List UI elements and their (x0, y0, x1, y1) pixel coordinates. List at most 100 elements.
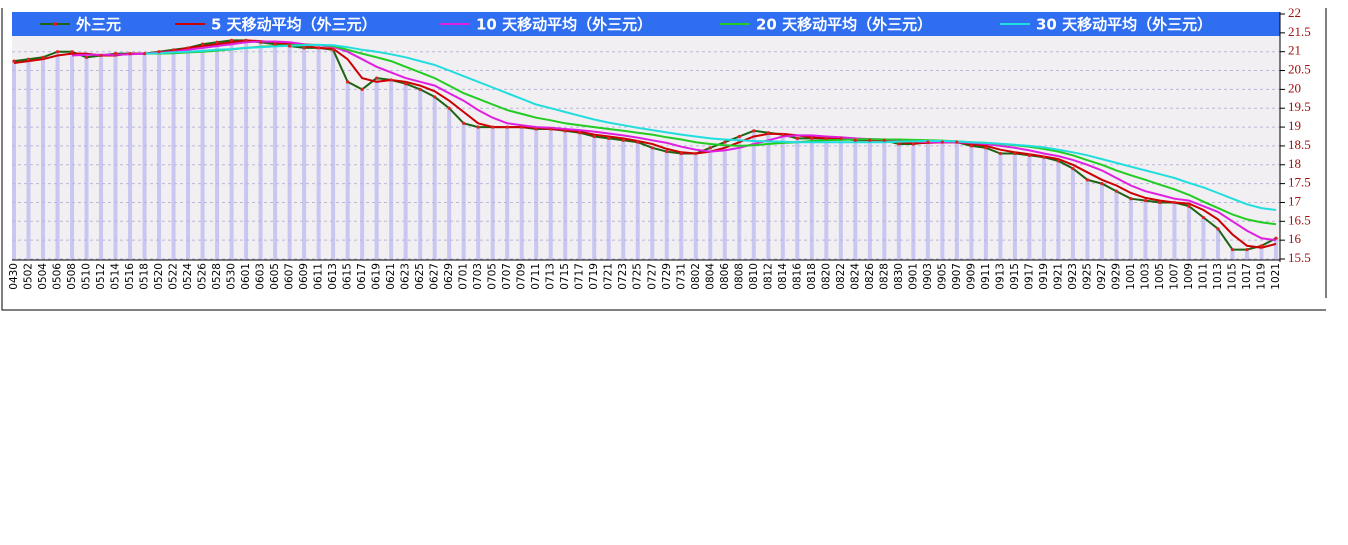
value-bar (1085, 179, 1090, 259)
value-bar (70, 51, 75, 259)
point (157, 50, 161, 54)
x-tick-label: 0901 (907, 263, 919, 290)
x-tick-label: 0629 (443, 263, 455, 290)
point (969, 144, 973, 148)
value-bar (55, 51, 60, 259)
legend-label: 外三元 (75, 16, 121, 34)
point (1201, 215, 1206, 220)
point (926, 140, 930, 144)
value-bar (1259, 245, 1264, 259)
x-tick-label: 0727 (646, 263, 658, 290)
legend (12, 12, 1280, 36)
point (679, 151, 683, 156)
x-tick-label: 0611 (313, 263, 325, 290)
y-tick-label: 16 (1288, 231, 1302, 246)
x-tick-label: 0609 (298, 263, 310, 290)
point (607, 136, 611, 140)
value-bar (737, 136, 742, 259)
x-tick-label: 0524 (182, 263, 194, 290)
value-bar (882, 140, 887, 259)
value-bar (476, 127, 481, 259)
value-bar (954, 142, 959, 259)
x-tick-label: 1005 (1154, 263, 1166, 290)
y-tick-label: 20.5 (1288, 62, 1311, 77)
value-bar (142, 53, 147, 260)
point (302, 46, 306, 50)
value-bar (867, 140, 872, 259)
x-tick-label: 0917 (1023, 263, 1035, 290)
y-tick-label: 16.5 (1288, 212, 1311, 227)
y-tick-label: 17 (1288, 193, 1302, 208)
point (766, 131, 770, 135)
point (389, 78, 393, 82)
x-tick-label: 0709 (516, 263, 528, 290)
x-tick-label: 0828 (878, 263, 890, 290)
x-tick-label: 0909 (965, 263, 977, 290)
frame (1, 8, 1326, 311)
value-bar (635, 142, 640, 259)
x-tick-label: 0806 (719, 263, 731, 290)
x-tick-label: 0830 (893, 263, 905, 290)
value-bar (113, 53, 118, 260)
value-bar (345, 81, 350, 259)
x-tick-label: 0810 (748, 263, 760, 290)
x-tick-label: 0802 (690, 263, 702, 290)
point (520, 125, 524, 129)
value-bar (1201, 217, 1206, 259)
point (824, 136, 828, 140)
point (505, 125, 509, 129)
point (55, 50, 60, 54)
value-bar (1186, 206, 1191, 259)
x-tick-label: 0607 (284, 263, 296, 290)
point (1085, 178, 1090, 182)
point (665, 149, 669, 154)
point (810, 136, 814, 140)
value-bar (128, 53, 133, 260)
x-tick-label: 0705 (487, 263, 499, 290)
x-tick-label: 0915 (1009, 263, 1021, 290)
x-tick-label: 0603 (255, 263, 267, 290)
point (476, 125, 480, 129)
value-bar (650, 147, 655, 259)
point (1100, 182, 1104, 186)
value-bar (969, 145, 974, 259)
value-bar (273, 44, 278, 260)
value-bar (1012, 153, 1017, 259)
value-bar (1114, 191, 1119, 259)
legend-label: 10 天移动平均（外三元） (476, 16, 652, 34)
point (984, 146, 988, 150)
value-bar (1274, 238, 1278, 259)
x-tick-label: 0715 (559, 263, 571, 290)
x-tick-label: 0729 (661, 263, 673, 290)
value-bar (824, 138, 829, 259)
x-tick-label: 0913 (994, 263, 1006, 290)
value-bar (809, 138, 814, 259)
value-bar (1157, 202, 1162, 259)
value-bar (447, 108, 452, 259)
x-tick-label: 0814 (777, 263, 789, 290)
x-tick-label: 1007 (1168, 263, 1180, 290)
y-tick-label: 21 (1288, 43, 1301, 58)
point (26, 57, 31, 61)
value-bar (99, 55, 104, 259)
point (694, 151, 698, 156)
point (273, 42, 277, 46)
point (1187, 204, 1191, 208)
series-line (13, 39, 1277, 251)
x-tick-label: 0911 (980, 263, 992, 290)
point (404, 82, 408, 86)
x-tick-label: 0623 (400, 263, 412, 290)
value-bar (331, 49, 336, 259)
x-tick-label: 0504 (37, 263, 49, 290)
value-bar (229, 40, 234, 260)
x-tick-label: 1019 (1255, 263, 1267, 290)
x-tick-label: 0905 (936, 263, 948, 290)
series-line (13, 39, 1277, 249)
value-bar (403, 83, 408, 259)
value-bar (41, 57, 46, 259)
legend-label: 20 天移动平均（外三元） (756, 16, 932, 34)
value-bar (244, 40, 249, 260)
value-bar (461, 123, 466, 259)
x-tick-label: 1001 (1125, 263, 1137, 290)
point (244, 38, 248, 42)
